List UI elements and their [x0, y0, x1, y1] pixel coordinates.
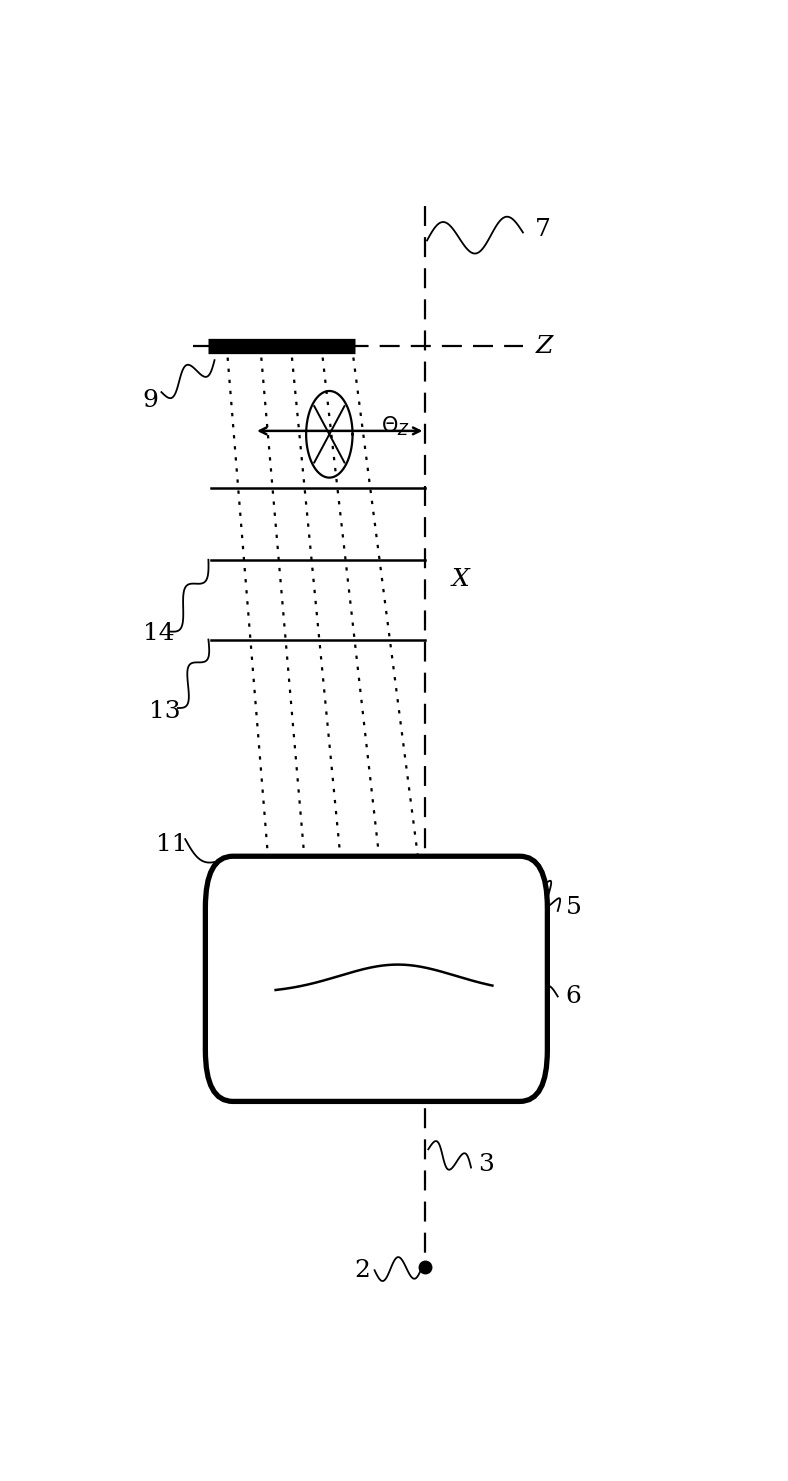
Text: X: X [452, 567, 469, 591]
Text: 3: 3 [478, 1152, 494, 1176]
Text: 2: 2 [355, 1259, 370, 1281]
Text: 7: 7 [535, 218, 551, 240]
Text: 13: 13 [149, 701, 180, 723]
Text: $\Theta_Z$: $\Theta_Z$ [381, 415, 410, 438]
FancyBboxPatch shape [206, 856, 548, 1102]
Text: 9: 9 [143, 388, 158, 412]
Text: 11: 11 [156, 834, 188, 856]
Text: 5: 5 [566, 896, 582, 920]
Text: 6: 6 [566, 985, 582, 1009]
Text: 14: 14 [143, 622, 174, 646]
Text: Z: Z [535, 335, 552, 358]
